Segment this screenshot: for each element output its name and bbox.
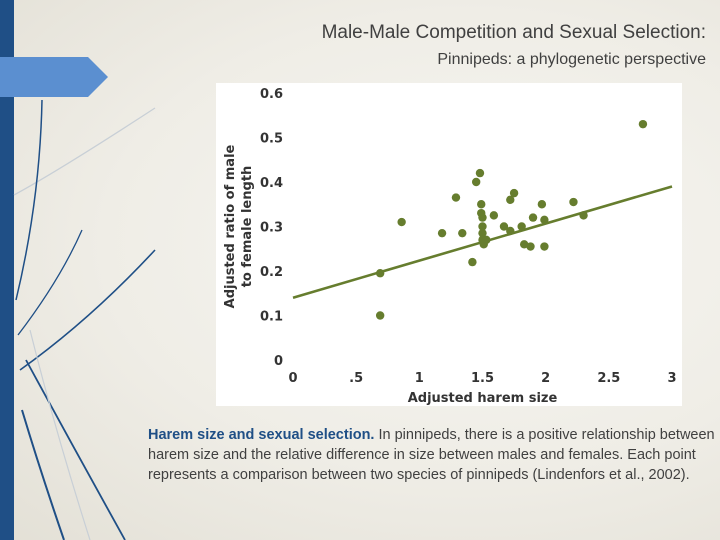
data-point bbox=[519, 240, 529, 249]
x-tick-label: 1.5 bbox=[471, 371, 494, 386]
caption-body: In pinnipeds, there is a positive relati… bbox=[148, 427, 715, 483]
y-axis-label-line1: Adjusted ratio of male bbox=[223, 144, 238, 308]
y-axis-label-line2: to female length bbox=[240, 166, 255, 288]
data-point bbox=[540, 215, 549, 225]
x-tick-label: 2 bbox=[541, 371, 550, 386]
x-tick-label: 0 bbox=[288, 371, 297, 386]
left-accent-bar bbox=[0, 0, 14, 540]
x-axis-label: Adjusted harem size bbox=[408, 391, 558, 406]
data-point bbox=[482, 235, 491, 245]
x-tick-label: 2.5 bbox=[597, 371, 620, 386]
data-point bbox=[478, 228, 487, 238]
data-point bbox=[509, 188, 519, 198]
data-point bbox=[499, 222, 509, 231]
data-point bbox=[478, 213, 487, 222]
data-point bbox=[375, 269, 385, 278]
y-tick-label: 0.6 bbox=[260, 87, 283, 102]
data-point bbox=[478, 222, 487, 231]
data-point bbox=[437, 228, 447, 238]
caption-heading: Harem size and sexual selection. bbox=[148, 427, 375, 443]
data-point bbox=[537, 200, 547, 209]
scatter-chart: 00.10.20.30.40.50.60.5 1 1.5 2 2.5 3Adjusted … bbox=[223, 87, 677, 406]
data-point bbox=[477, 200, 486, 209]
figure-caption: Harem size and sexual selection. In pinn… bbox=[148, 425, 716, 485]
data-point bbox=[397, 217, 406, 227]
y-tick-label: 0 bbox=[274, 354, 283, 369]
slide-subtitle: Pinnipeds: a phylogenetic perspective bbox=[437, 51, 706, 68]
data-point bbox=[451, 193, 461, 202]
data-point bbox=[375, 311, 385, 320]
data-point bbox=[540, 242, 549, 251]
data-point bbox=[475, 168, 485, 178]
data-point bbox=[489, 211, 499, 220]
data-point bbox=[569, 197, 578, 207]
slide-title: Male-Male Competition and Sexual Selecti… bbox=[321, 22, 706, 43]
data-point bbox=[528, 213, 538, 222]
data-point bbox=[458, 228, 467, 238]
data-point bbox=[526, 242, 535, 251]
y-tick-label: 0.5 bbox=[260, 132, 283, 147]
y-tick-label: 0.4 bbox=[260, 176, 283, 191]
data-point bbox=[579, 211, 588, 220]
data-point bbox=[471, 177, 481, 187]
x-tick-label: .5 bbox=[349, 371, 363, 386]
arrow-tab-shape bbox=[0, 57, 108, 97]
data-point bbox=[468, 257, 477, 267]
y-tick-label: 0.3 bbox=[260, 221, 283, 236]
y-tick-label: 0.2 bbox=[260, 265, 283, 280]
data-point bbox=[506, 226, 515, 236]
data-point bbox=[506, 195, 515, 204]
decorative-lines bbox=[13, 99, 156, 540]
data-point bbox=[638, 119, 648, 129]
x-tick-label: 1 bbox=[415, 371, 424, 386]
chart-panel: 0 0.1 0.2 0.3 0.4 0.5 0.6 0.5 1 1.5 2 2.5 3 Adjusted … bbox=[216, 83, 682, 406]
x-tick-label: 3 bbox=[667, 371, 676, 386]
y-tick-label: 0.1 bbox=[260, 310, 283, 325]
data-point bbox=[517, 222, 526, 231]
